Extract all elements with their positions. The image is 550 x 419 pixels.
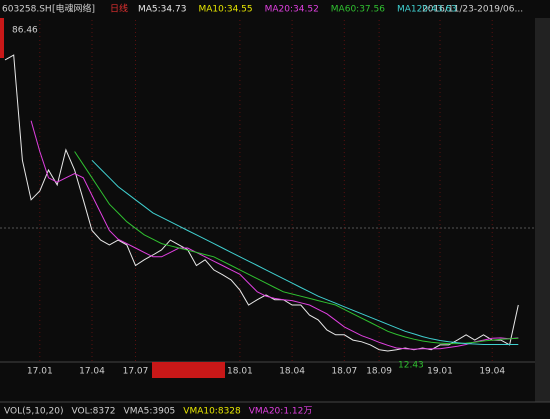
right-axis bbox=[535, 18, 550, 402]
x-tick-label: 18.04 bbox=[279, 367, 305, 377]
x-tick-label: 19.04 bbox=[479, 367, 505, 377]
legend-entry: MA60:37.56 bbox=[331, 5, 385, 15]
volume-legend: VOL(5,10,20) VOL:8372 VMA5:3905 VMA10:8328 V… bbox=[4, 407, 312, 417]
x-tick-label: 17.01 bbox=[27, 367, 53, 377]
date-range: 2016/11/23-2019/06... bbox=[422, 5, 523, 15]
symbol: 603258.SH bbox=[2, 5, 52, 15]
x-tick-label: 17.04 bbox=[79, 367, 105, 377]
x-tick-label: 19.01 bbox=[427, 367, 453, 377]
ma-line bbox=[74, 151, 519, 345]
x-tick-label: 18.01 bbox=[227, 367, 253, 377]
volume-legend-entry: VMA5:3905 bbox=[124, 407, 176, 417]
low-annotation: 12.43 bbox=[398, 361, 424, 371]
period: 日线 bbox=[110, 3, 128, 15]
volume-legend-entry: VOL:8372 bbox=[71, 407, 115, 417]
legend-entry: MA5:34.73 bbox=[138, 5, 186, 15]
legend-entry: MA20:34.52 bbox=[265, 5, 319, 15]
high-annotation: 86.46 bbox=[12, 26, 38, 36]
x-tick-label: 18.07 bbox=[331, 367, 357, 377]
period-marker bbox=[0, 18, 4, 58]
x-tick-label: 18.09 bbox=[366, 367, 392, 377]
legend-entry: MA10:34.55 bbox=[198, 5, 252, 15]
volume-legend-entry: VMA20:1.12万 bbox=[249, 407, 313, 417]
ma-line bbox=[91, 159, 519, 345]
volume-legend-entry: VMA10:8328 bbox=[183, 407, 241, 417]
ma-line bbox=[30, 120, 519, 350]
legend-entry: MA120:43.63 bbox=[397, 5, 457, 15]
highlight-range bbox=[152, 362, 225, 378]
x-tick-label: 17.07 bbox=[123, 367, 149, 377]
legend: MA5:34.73 MA10:34.55 MA20:34.52 MA60:37.56 M… bbox=[138, 5, 457, 15]
stock-name: [电魂网络] bbox=[52, 3, 95, 15]
volume-legend-entry: VOL(5,10,20) bbox=[4, 407, 63, 417]
